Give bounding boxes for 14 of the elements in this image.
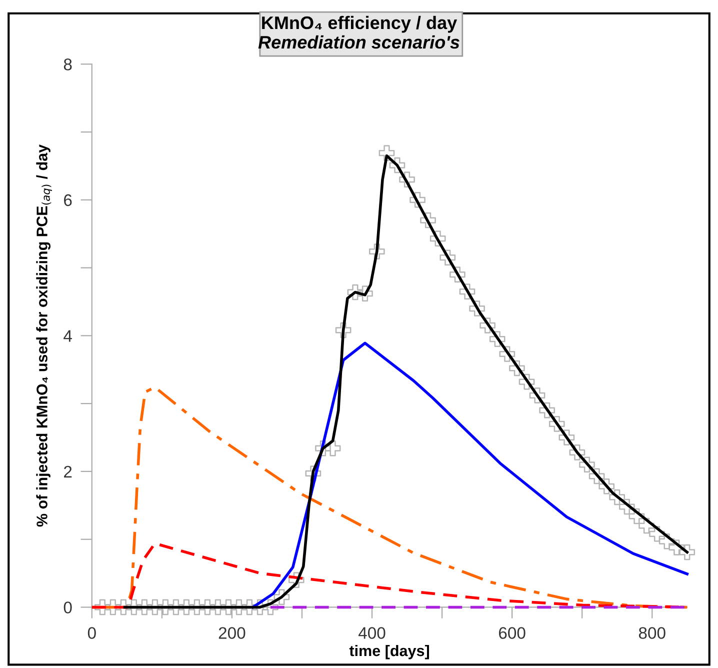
x-tick-label: 0 xyxy=(88,627,96,639)
y-tick-label: 8 xyxy=(64,58,72,70)
y-axis-title: % of injected KMnO₄ used for oxidizing PCE$_{(aq)}$ / day xyxy=(36,144,52,527)
y-tick-label: 4 xyxy=(64,330,72,342)
chart-title: KMnO₄ efficiency / day xyxy=(262,16,458,33)
chart-subtitle: Remediation scenario's xyxy=(258,35,460,49)
x-axis-title: time [days] xyxy=(349,644,429,660)
x-tick-label: 400 xyxy=(358,627,386,639)
y-tick-label: 2 xyxy=(64,466,72,478)
x-tick-label: 800 xyxy=(638,627,666,639)
y-tick-label: 6 xyxy=(64,194,72,206)
x-tick-label: 200 xyxy=(218,627,246,639)
y-tick-label: 0 xyxy=(64,602,72,614)
x-tick-label: 600 xyxy=(499,627,526,639)
